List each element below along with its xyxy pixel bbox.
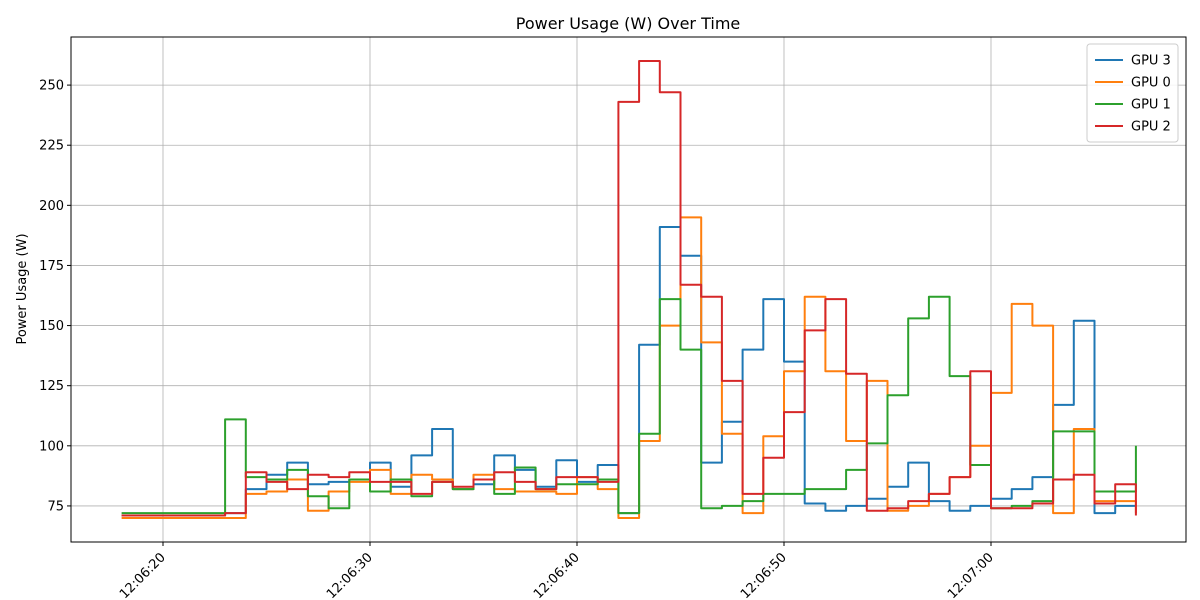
y-tick-label: 225 (39, 139, 64, 154)
series-line (121, 226, 1136, 517)
legend-label: GPU 1 (1131, 98, 1171, 113)
legend-label: GPU 0 (1131, 76, 1171, 91)
y-tick-label: 250 (39, 79, 64, 94)
y-tick-label: 125 (39, 379, 64, 394)
legend-label: GPU 3 (1131, 54, 1171, 69)
legend: GPU 3 GPU 0 GPU 1 GPU 2 (1086, 43, 1179, 143)
series-lines (121, 60, 1137, 519)
series-line (121, 60, 1137, 517)
y-tick-label: 175 (39, 259, 64, 274)
legend-box (1086, 43, 1179, 143)
legend-label: GPU 2 (1131, 120, 1171, 135)
plot-frame (70, 36, 1187, 543)
y-tick-label: 200 (39, 199, 64, 214)
y-axis: 75 100 125 150 175 200 225 250 (39, 79, 71, 514)
y-tick-label: 100 (39, 439, 64, 454)
y-tick-label: 75 (47, 499, 64, 514)
chart-title: Power Usage (W) Over Time (516, 14, 741, 33)
y-axis-label: Power Usage (W) (15, 233, 30, 344)
y-tick-label: 150 (39, 319, 64, 334)
